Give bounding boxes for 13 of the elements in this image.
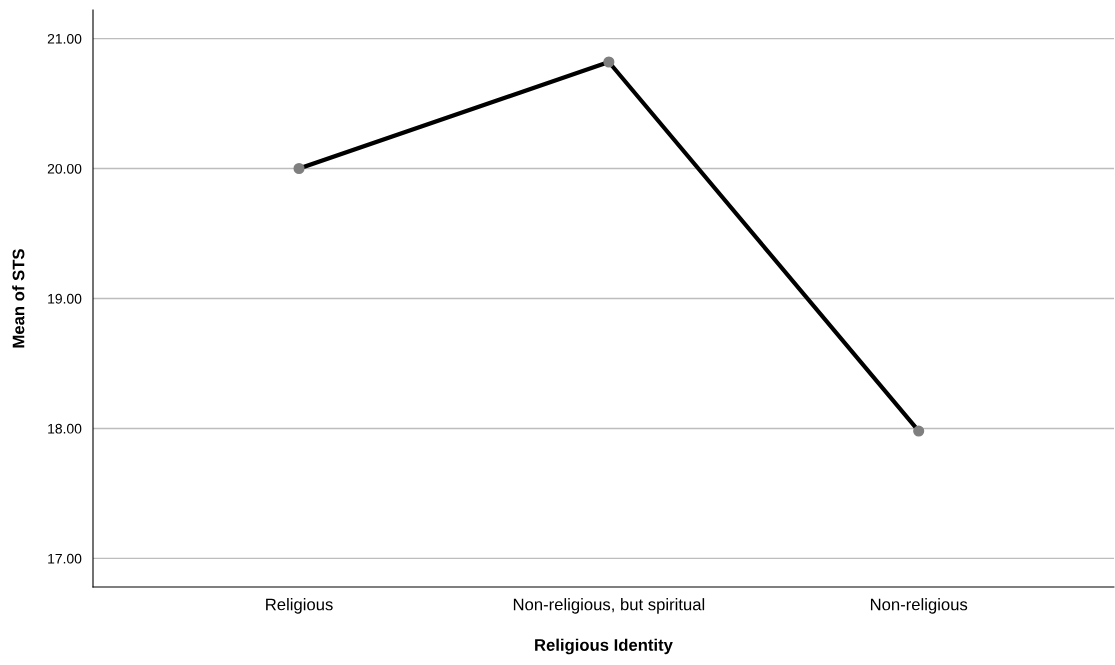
- x-tick-label: Religious: [266, 598, 333, 614]
- y-tick-label: 19.00: [48, 293, 82, 304]
- point: [293, 162, 305, 175]
- y-axis-title: Mean of STS: [12, 249, 25, 348]
- y-tick-label: 18.00: [48, 423, 82, 434]
- x-tick-label: Non-religious: [870, 598, 968, 614]
- y-tick-label: 21.00: [47, 33, 82, 44]
- x-tick-label: Non-religious, but spiritual: [513, 598, 705, 614]
- point: [603, 56, 615, 68]
- y-tick-label: 20.00: [47, 163, 82, 174]
- x-axis-title: Religious Identity: [535, 638, 673, 655]
- point: [913, 425, 925, 437]
- y-tick-label: 17.00: [48, 553, 82, 564]
